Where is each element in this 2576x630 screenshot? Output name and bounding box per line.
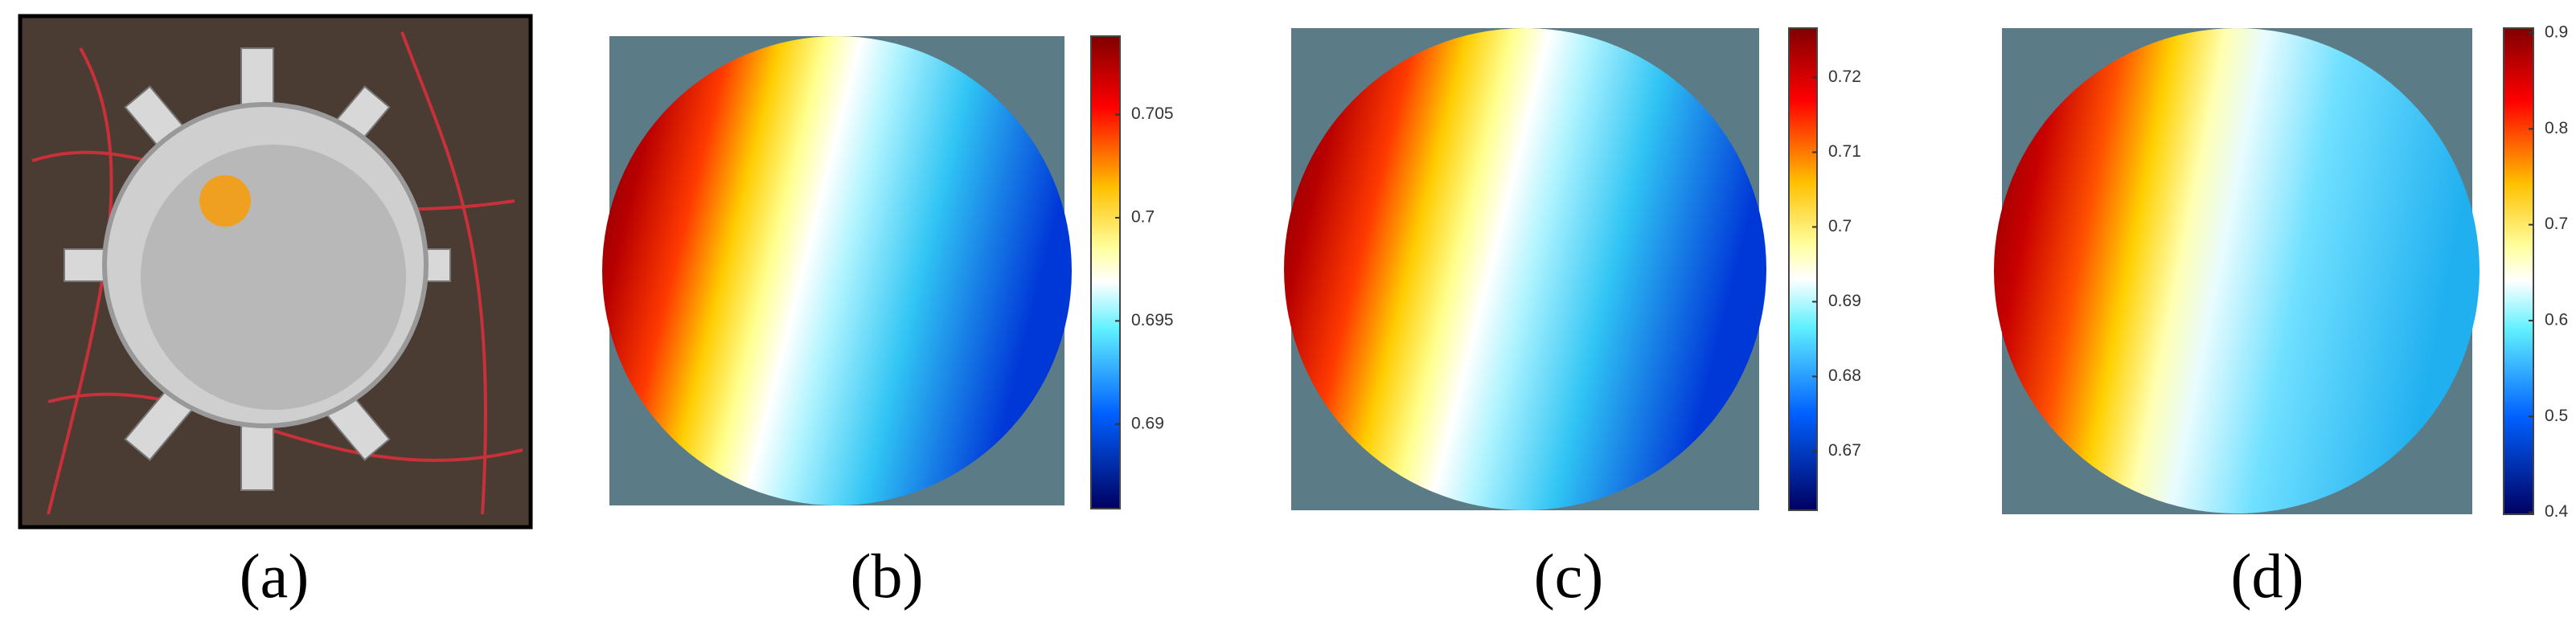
tick-label: 0.8: [2545, 119, 2568, 137]
heatmap: [602, 36, 1072, 505]
tick-label: 0.9: [2545, 23, 2568, 42]
tick-label: 0.68: [1828, 366, 1861, 385]
tick-label: 0.72: [1828, 68, 1861, 86]
colorbar: [1788, 27, 1818, 511]
tick-label: 0.695: [1131, 311, 1174, 329]
panel-label: (a): [240, 541, 310, 611]
colorbar: [1090, 35, 1121, 509]
colorbar: [2503, 27, 2534, 515]
panel-label: (b): [851, 541, 924, 611]
heatmap: [1284, 28, 1766, 510]
tick-label: 0.7: [1131, 208, 1155, 227]
tick-label: 0.7: [2545, 215, 2568, 233]
tick-label: 0.69: [1828, 292, 1861, 310]
panel-label: (c): [1534, 541, 1604, 611]
heatmap: [1994, 28, 2480, 513]
panel-label: (d): [2231, 541, 2304, 611]
tick-label: 0.67: [1828, 441, 1861, 460]
tick-label: 0.5: [2545, 407, 2568, 425]
tick-label: 0.4: [2545, 502, 2569, 521]
tick-label: 0.6: [2545, 311, 2568, 329]
tick-label: 0.7: [1828, 217, 1852, 235]
tick-label: 0.705: [1131, 104, 1174, 123]
photo: [18, 14, 533, 530]
tick-label: 0.69: [1131, 414, 1164, 432]
tick-label: 0.71: [1828, 142, 1861, 161]
